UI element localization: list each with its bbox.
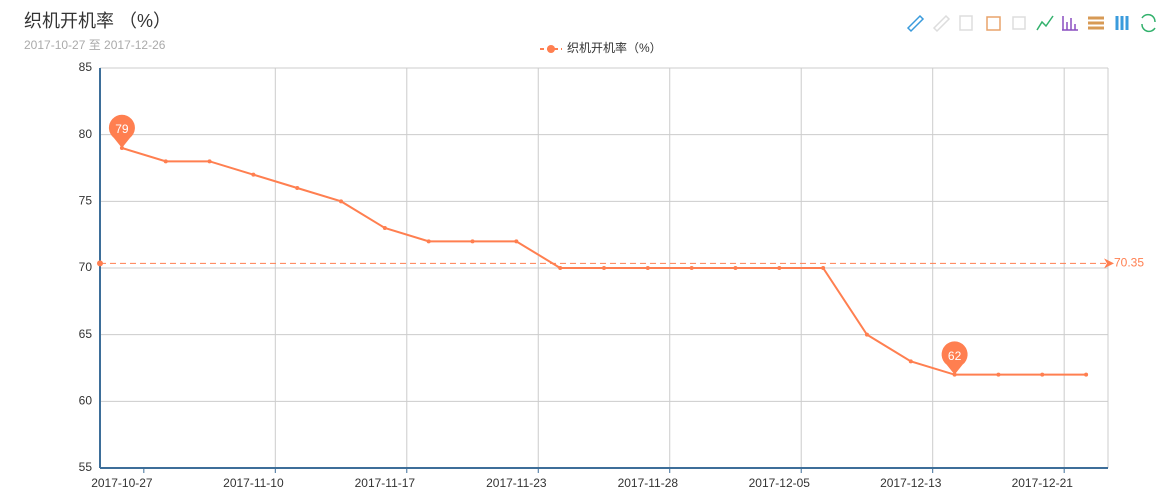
x-tick-label: 2017-10-27	[91, 476, 153, 490]
y-tick-label: 55	[79, 460, 93, 474]
average-arrow	[1104, 258, 1114, 269]
tool-zoom-reset[interactable]	[932, 14, 951, 33]
point	[602, 266, 606, 270]
series-line	[121, 147, 1087, 376]
average-start	[97, 260, 103, 267]
mark-pin	[941, 341, 968, 375]
point	[558, 266, 563, 270]
point	[514, 239, 519, 244]
chart-title: 织机开机率 （%）	[24, 11, 171, 31]
y-tick-label: 80	[79, 127, 93, 141]
point	[251, 172, 256, 177]
point	[470, 239, 475, 244]
average-label: 70.35	[1114, 256, 1144, 270]
y-tick-label: 85	[79, 60, 93, 74]
x-tick-label: 2017-11-10	[223, 476, 284, 490]
tool-view[interactable]	[1012, 16, 1026, 30]
chart-subtitle: 2017-10-27 至 2017-12-26	[24, 38, 166, 52]
y-tick-label: 75	[79, 194, 93, 208]
legend-label: 织机开机率（%）	[567, 40, 662, 55]
x-tick-label: 2017-11-28	[618, 476, 679, 490]
tool-line[interactable]	[1036, 15, 1054, 31]
tool-clear[interactable]	[959, 15, 973, 31]
point	[864, 332, 869, 337]
y-tick-label: 65	[79, 327, 93, 341]
point	[777, 266, 782, 270]
tool-zoom[interactable]	[906, 14, 925, 33]
y-tick-label: 70	[79, 260, 93, 274]
point	[1084, 372, 1089, 377]
point	[1040, 372, 1045, 377]
mark-pin-label: 79	[115, 122, 129, 136]
point	[339, 199, 344, 204]
point	[382, 226, 387, 230]
point	[821, 266, 826, 270]
point	[426, 239, 431, 244]
x-tick-label: 2017-11-23	[486, 476, 547, 490]
point	[163, 159, 168, 164]
y-tick-label: 60	[79, 394, 93, 408]
point	[908, 359, 913, 364]
point	[645, 266, 650, 270]
tool-bar[interactable]	[1062, 16, 1078, 31]
point	[996, 372, 1001, 377]
mark-pin	[108, 114, 135, 148]
toolbox[interactable]	[906, 13, 1156, 33]
tool-stack[interactable]	[1088, 16, 1104, 30]
x-tick-label: 2017-12-05	[749, 476, 811, 490]
point	[295, 186, 300, 190]
tool-refresh[interactable]	[1141, 13, 1156, 33]
point	[733, 266, 738, 270]
x-tick-label: 2017-11-17	[355, 476, 416, 490]
x-tick-label: 2017-12-13	[880, 476, 942, 490]
mark-pin-label: 62	[948, 349, 962, 363]
point	[207, 159, 212, 164]
point	[689, 266, 694, 270]
tool-tiled[interactable]	[1115, 16, 1129, 30]
x-tick-label: 2017-12-21	[1012, 476, 1074, 490]
tool-restore[interactable]	[986, 16, 1001, 31]
legend-marker	[547, 45, 555, 53]
